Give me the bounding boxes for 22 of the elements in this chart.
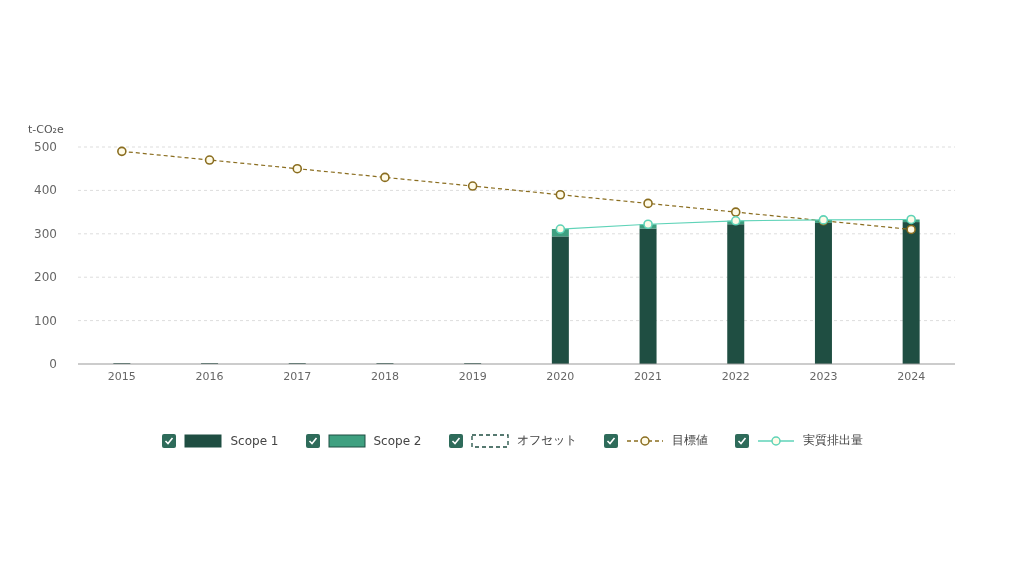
y-tick-label: 400	[34, 183, 57, 198]
x-tick-label: 2017	[283, 370, 312, 383]
y-tick-label: 0	[49, 357, 57, 371]
y-tick-label: 300	[34, 226, 57, 241]
x-tick-label: 2020	[546, 370, 575, 383]
x-tick-label: 2022	[721, 370, 750, 383]
legend-label: オフセット	[516, 432, 577, 449]
legend-label: 実質排出量	[802, 432, 863, 449]
y-tick-label: 100	[34, 313, 57, 328]
legend-label: Scope 2	[373, 433, 422, 448]
legend-label: 目標値	[671, 432, 708, 449]
y-axis-title: t-CO₂e	[28, 123, 65, 136]
x-tick-label: 2018	[370, 370, 399, 383]
x-tick-label: 2019	[458, 370, 487, 383]
y-tick-label: 500	[34, 140, 57, 154]
legend-label: Scope 1	[230, 433, 279, 448]
x-tick-label: 2023	[809, 370, 838, 383]
x-tick-label: 2015	[107, 370, 136, 383]
x-tick-label: 2021	[634, 370, 663, 383]
x-tick-label: 2016	[195, 370, 224, 383]
x-tick-label: 2024	[897, 370, 926, 383]
y-tick-label: 200	[34, 270, 57, 285]
